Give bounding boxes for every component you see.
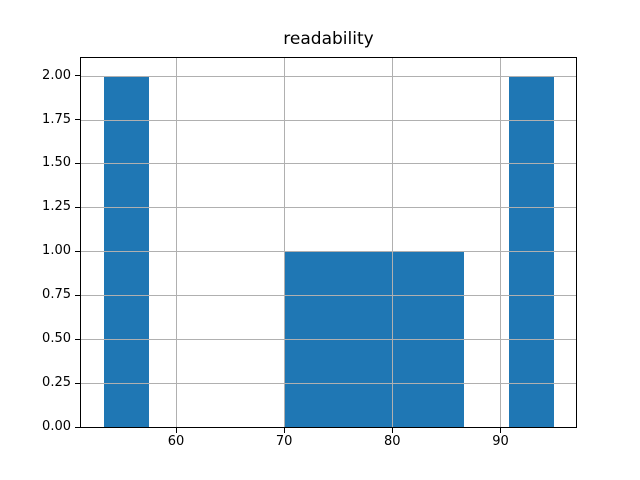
grid-line-y	[81, 163, 576, 165]
y-tick-mark	[75, 119, 80, 120]
y-tick-label: 1.50	[42, 155, 71, 171]
grid-line-y	[81, 295, 576, 297]
x-tick-label: 60	[167, 434, 185, 449]
y-tick-label: 0.00	[42, 418, 71, 434]
grid-line-y	[81, 119, 576, 121]
grid-line-y	[81, 383, 576, 385]
y-tick-label: 2.00	[42, 67, 71, 83]
grid-line-y	[81, 207, 576, 209]
grid-line-x	[284, 58, 286, 427]
y-tick-label: 1.25	[42, 199, 71, 215]
y-tick-mark	[75, 75, 80, 77]
y-tick-label: 1.00	[42, 243, 71, 259]
x-tick-mark	[500, 428, 501, 433]
y-tick-label: 0.50	[42, 330, 71, 346]
x-tick-mark	[283, 428, 285, 433]
grid-line-x	[500, 58, 502, 427]
y-tick-mark	[75, 162, 80, 164]
y-tick-mark	[75, 250, 80, 252]
y-tick-label: 1.75	[42, 111, 71, 127]
y-tick-mark	[75, 382, 80, 384]
plot-area	[80, 57, 577, 428]
x-tick-label: 80	[384, 434, 401, 449]
y-tick-mark	[75, 426, 80, 428]
grid-line-x	[392, 58, 394, 427]
y-tick-mark	[75, 206, 80, 208]
x-tick-mark	[175, 428, 177, 433]
grid-line-y	[81, 251, 576, 253]
x-tick-mark	[391, 428, 393, 433]
y-tick-label: 0.75	[42, 287, 71, 303]
grid-line-y	[81, 339, 576, 341]
y-tick-mark	[75, 294, 80, 296]
chart-title: readability	[283, 29, 374, 49]
grid-line-x	[175, 58, 177, 427]
y-tick-mark	[75, 338, 80, 340]
y-tick-label: 0.25	[42, 374, 71, 390]
x-tick-label: 90	[492, 434, 509, 449]
x-tick-label: 70	[275, 434, 293, 449]
grid-line-y	[81, 75, 576, 77]
